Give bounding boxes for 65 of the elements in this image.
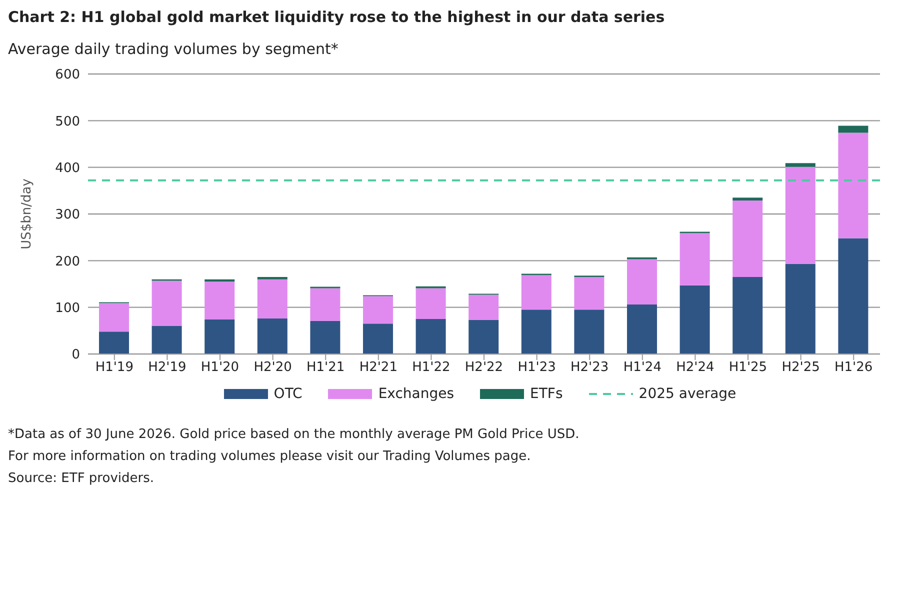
y-tick-label: 400 xyxy=(55,160,80,176)
y-tick-label: 500 xyxy=(55,114,80,130)
x-tick-label: H1'24 xyxy=(623,360,662,376)
bar xyxy=(680,233,710,286)
x-tick-label: H1'21 xyxy=(306,360,345,376)
bar xyxy=(363,296,393,324)
x-tick-label: H2'20 xyxy=(254,360,292,376)
legend-label: 2025 average xyxy=(638,386,736,402)
bar xyxy=(99,303,129,332)
bar xyxy=(257,279,288,319)
x-tick-label: H2'25 xyxy=(782,360,820,376)
bar xyxy=(574,310,604,354)
bar xyxy=(363,324,393,354)
bar xyxy=(732,277,763,354)
bar xyxy=(785,264,816,354)
x-tick-label: H1'22 xyxy=(412,360,450,376)
bar xyxy=(416,288,446,319)
bar xyxy=(468,320,499,354)
legend-label: Exchanges xyxy=(377,386,454,402)
bar xyxy=(521,310,552,354)
x-tick-label: H2'19 xyxy=(148,360,186,376)
bar xyxy=(521,275,552,310)
text: *Data as of 30 June 2026. Gold price based on the monthly average PM Gold Price USD. xyxy=(8,426,580,444)
bar xyxy=(838,126,868,133)
x-tick-label: H2'24 xyxy=(676,360,714,376)
text: For more information on trading volumes please visit our Trading Volumes page. xyxy=(8,448,532,466)
y-tick-label: 0 xyxy=(72,348,80,363)
bar xyxy=(416,319,446,354)
y-axis-title: US$bn/day xyxy=(20,178,35,250)
bar xyxy=(838,238,868,354)
x-tick-label: H2'23 xyxy=(570,360,609,376)
x-tick-label: H1'25 xyxy=(728,360,768,376)
bar xyxy=(838,132,868,238)
bar xyxy=(152,280,182,326)
x-tick-label: H2'21 xyxy=(359,360,398,376)
bar xyxy=(785,163,816,167)
legend-label: OTC xyxy=(272,386,302,402)
bar xyxy=(152,326,182,354)
y-tick-label: 300 xyxy=(55,208,80,223)
chart-title: Chart 2: H1 global gold market liquidity rose to the highest in our data series xyxy=(8,8,666,26)
x-tick-label: H1'23 xyxy=(518,360,556,376)
bar xyxy=(732,198,763,200)
bar xyxy=(574,277,604,310)
x-tick-label: H2'22 xyxy=(464,360,504,376)
bar xyxy=(468,294,499,320)
bar xyxy=(627,259,657,305)
source-note: Source: ETF providers. xyxy=(8,470,155,488)
bar xyxy=(732,200,763,277)
bar xyxy=(99,332,129,354)
y-tick-label: 600 xyxy=(55,68,80,83)
y-tick-label: 100 xyxy=(55,300,80,316)
legend-label: ETFs xyxy=(529,386,563,402)
y-tick-label: 200 xyxy=(55,254,80,270)
bar xyxy=(310,320,340,354)
bar xyxy=(204,319,235,354)
bar xyxy=(785,166,816,264)
bar xyxy=(204,282,235,320)
bar xyxy=(627,304,657,354)
x-tick-label: H1'19 xyxy=(95,360,134,376)
bar xyxy=(310,288,340,321)
bar xyxy=(257,318,288,354)
chart-subtitle: Average daily trading volumes by segment* xyxy=(8,40,340,58)
x-tick-label: H1'20 xyxy=(200,360,240,376)
bar xyxy=(680,285,710,354)
x-tick-label: H1'26 xyxy=(834,360,873,376)
